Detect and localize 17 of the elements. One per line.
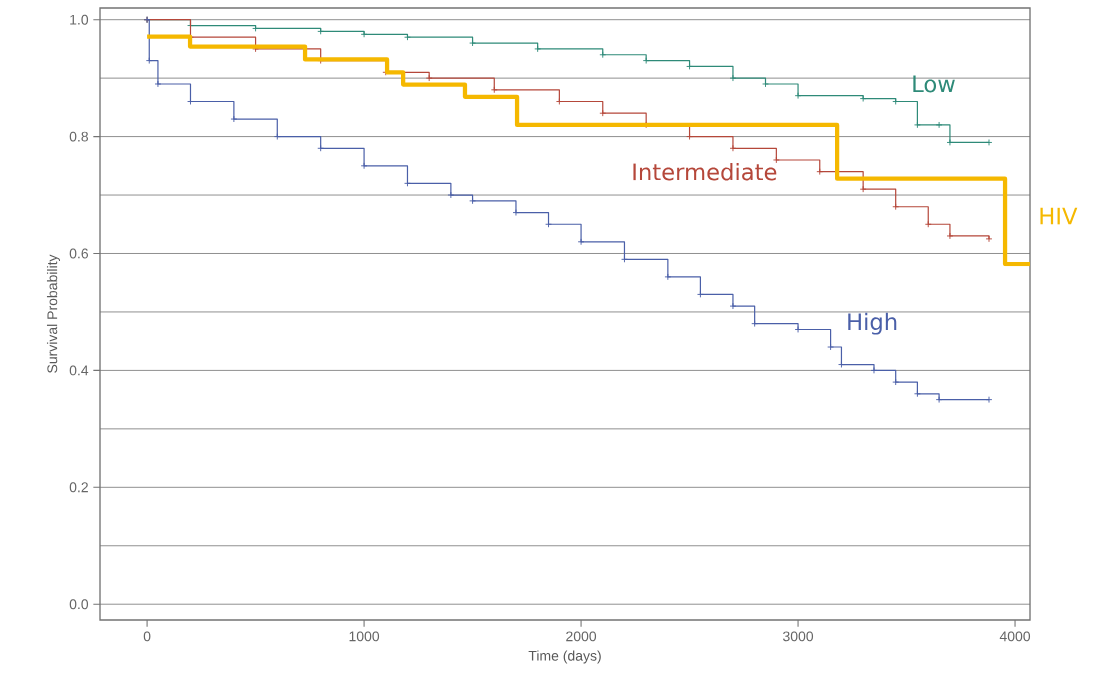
y-tick-label: 0.2 <box>69 482 88 493</box>
x-axis-title: Time (days) <box>528 650 601 664</box>
x-tick-label: 1000 <box>349 631 380 642</box>
x-tick-label: 0 <box>143 631 151 642</box>
x-tick-label: 3000 <box>783 631 814 642</box>
series-label: High <box>848 312 897 335</box>
x-tick-label: 4000 <box>999 631 1031 642</box>
y-tick-label: 0.4 <box>69 365 89 376</box>
series-label: HIV <box>1040 207 1078 225</box>
y-tick-label: 1.0 <box>70 14 89 25</box>
series-label: Intermediate <box>633 162 777 181</box>
series-label: Low <box>913 75 955 93</box>
x-tick-label: 2000 <box>566 631 597 642</box>
y-tick-label: 0.6 <box>69 248 89 259</box>
y-tick-label: 0.0 <box>69 599 89 610</box>
y-tick-label: 0.8 <box>69 131 89 142</box>
y-axis-title: Survival Probability <box>46 254 61 373</box>
